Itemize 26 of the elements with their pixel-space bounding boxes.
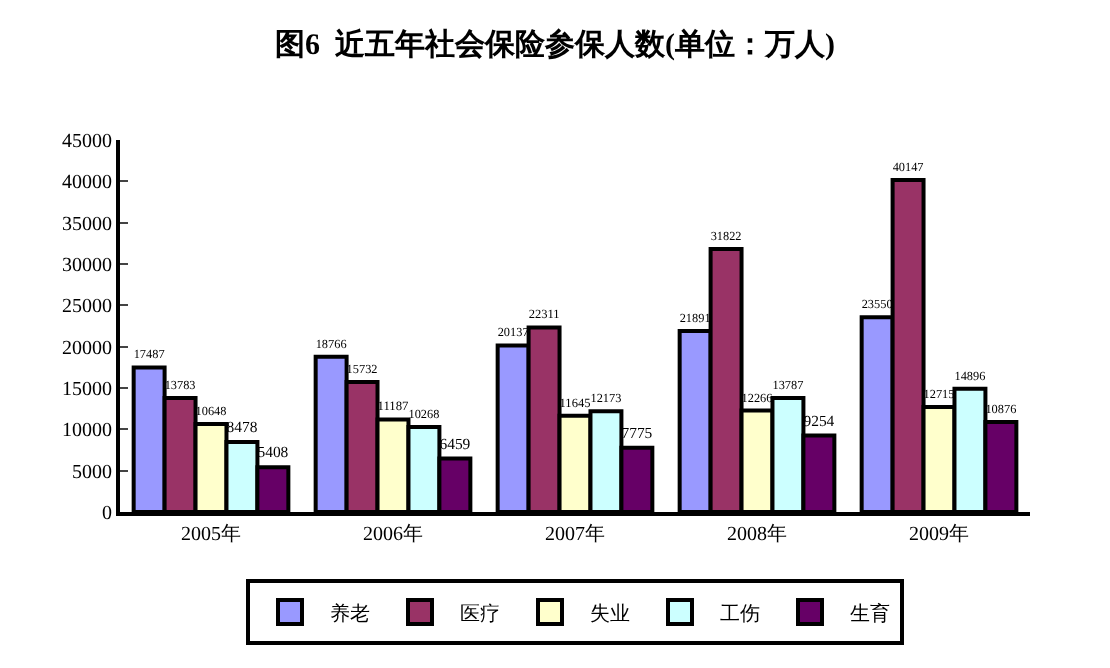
legend-label: 生育 [850, 601, 890, 626]
y-tick-label: 45000 [62, 131, 112, 153]
data-label: 8478 [226, 418, 258, 437]
y-tick-label: 15000 [62, 379, 112, 401]
y-tick-label: 25000 [62, 296, 112, 319]
y-tick-label: 10000 [62, 420, 112, 443]
data-label: 9254 [803, 411, 835, 430]
data-label: 7775 [621, 423, 653, 442]
x-tick-label: 2006年 [363, 522, 423, 546]
y-tick-label: 0 [102, 503, 112, 525]
y-tick-label: 40000 [62, 172, 112, 195]
x-tick-label: 2007年 [545, 522, 605, 546]
y-tick-label: 20000 [62, 337, 112, 360]
x-tick-label: 2005年 [181, 522, 241, 546]
data-label: 6459 [439, 434, 471, 453]
y-tick-label: 5000 [72, 461, 112, 484]
y-tick-label: 35000 [62, 213, 112, 236]
data-label: 5408 [257, 443, 289, 462]
x-tick-label: 2008年 [727, 522, 787, 546]
legend-label: 医疗 [460, 601, 500, 626]
y-tick-label: 30000 [62, 255, 112, 277]
chart-title: 图6 近五年社会保险参保人数(单位：万人) [275, 28, 835, 63]
legend-label: 养老 [330, 601, 370, 626]
legend-label: 工伤 [720, 601, 760, 626]
legend-label: 失业 [590, 601, 630, 626]
x-tick-label: 2009年 [909, 522, 969, 546]
